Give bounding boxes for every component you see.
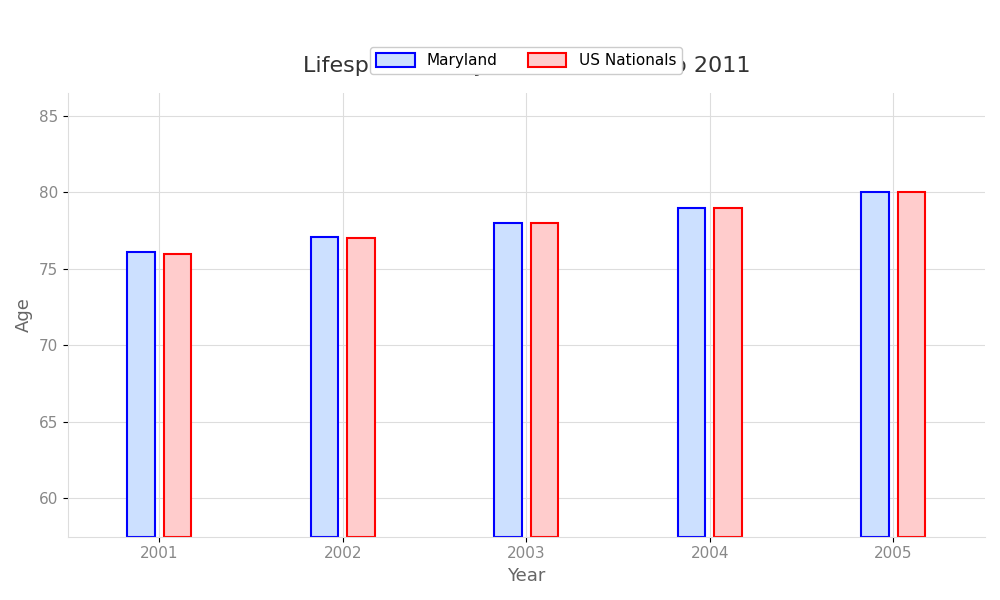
Bar <box>127 252 155 537</box>
Bar <box>531 223 558 537</box>
Bar <box>347 238 375 537</box>
Title: Lifespan in Maryland from 1970 to 2011: Lifespan in Maryland from 1970 to 2011 <box>303 56 750 76</box>
Bar <box>311 236 338 537</box>
Bar <box>714 208 742 537</box>
Bar <box>678 208 705 537</box>
Bar <box>898 193 925 537</box>
Bar <box>861 193 889 537</box>
Bar <box>164 254 191 537</box>
Legend: Maryland, US Nationals: Maryland, US Nationals <box>370 47 682 74</box>
Y-axis label: Age: Age <box>15 298 33 332</box>
X-axis label: Year: Year <box>507 567 546 585</box>
Bar <box>494 223 522 537</box>
